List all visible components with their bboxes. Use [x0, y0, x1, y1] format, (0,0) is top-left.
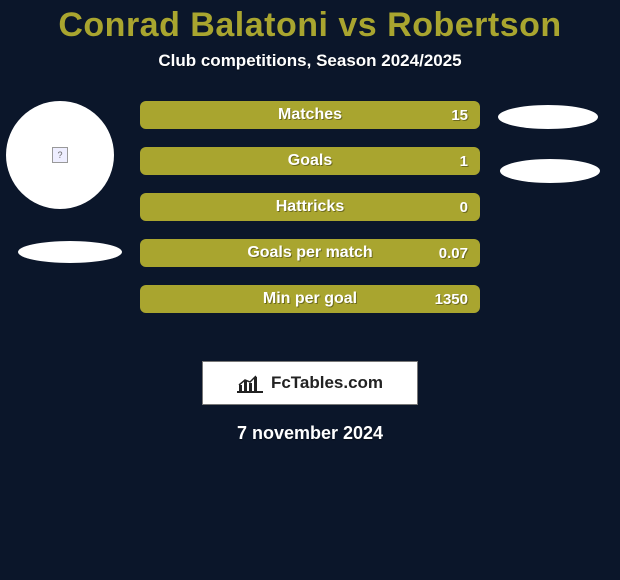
player-left-avatar: ?: [6, 101, 114, 209]
comparison-stage: ? Matches 15 Goals 1 Hattricks 0 Goals p…: [0, 101, 620, 341]
subtitle: Club competitions, Season 2024/2025: [0, 51, 620, 71]
stat-bar: Matches 15: [140, 101, 480, 129]
stat-value: 0: [460, 199, 468, 216]
stat-label: Matches: [278, 106, 342, 124]
stat-label: Hattricks: [276, 198, 344, 216]
stat-value: 15: [451, 107, 468, 124]
stat-value: 1: [460, 153, 468, 170]
footer-logo-box: FcTables.com: [202, 361, 418, 405]
placeholder-image-icon: ?: [52, 147, 68, 163]
stat-label: Min per goal: [263, 290, 357, 308]
stat-label: Goals per match: [247, 244, 372, 262]
player-right-ellipse-1: [498, 105, 598, 129]
player-right-ellipse-2: [500, 159, 600, 183]
stat-bar: Goals 1: [140, 147, 480, 175]
player-left-shadow: [18, 241, 122, 263]
stat-bars: Matches 15 Goals 1 Hattricks 0 Goals per…: [140, 101, 480, 313]
bar-chart-icon: [237, 373, 263, 393]
stat-value: 1350: [435, 291, 468, 308]
footer-logo-text: FcTables.com: [271, 373, 383, 393]
stat-bar: Goals per match 0.07: [140, 239, 480, 267]
footer-date: 7 november 2024: [0, 423, 620, 444]
stat-bar: Min per goal 1350: [140, 285, 480, 313]
stat-label: Goals: [288, 152, 332, 170]
content-root: Conrad Balatoni vs Robertson Club compet…: [0, 0, 620, 444]
page-title: Conrad Balatoni vs Robertson: [0, 6, 620, 45]
stat-bar: Hattricks 0: [140, 193, 480, 221]
stat-value: 0.07: [439, 245, 468, 262]
